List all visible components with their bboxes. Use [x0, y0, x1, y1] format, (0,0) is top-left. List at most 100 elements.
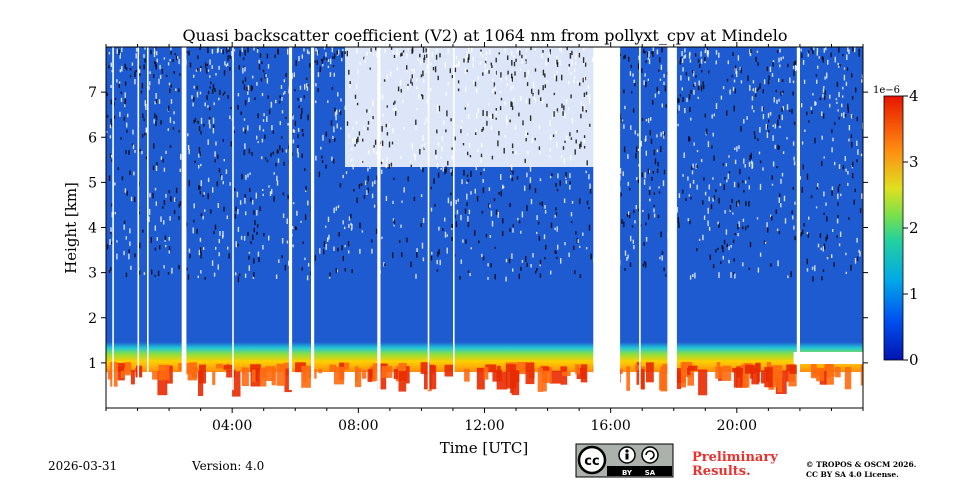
noise-dot [491, 220, 494, 227]
noise-dot [619, 168, 622, 174]
noise-dot [120, 97, 123, 102]
noise-dot [371, 248, 373, 254]
noise-dot [707, 141, 710, 148]
noise-dot [237, 209, 239, 215]
noise-dot [838, 243, 841, 247]
surface-cell [789, 365, 800, 374]
noise-dot [503, 147, 505, 154]
noise-dot [641, 172, 643, 178]
noise-dot [824, 90, 826, 95]
noise-dot [246, 87, 248, 92]
noise-dot [247, 231, 249, 236]
noise-dot [645, 135, 647, 141]
noise-dot [633, 210, 635, 214]
noise-dot [789, 109, 791, 112]
noise-dot [693, 83, 695, 87]
noise-dot [678, 98, 680, 103]
noise-dot [709, 254, 711, 260]
noise-dot [529, 115, 532, 121]
noise-dot [187, 133, 189, 137]
noise-dot [837, 193, 839, 200]
noise-dot [583, 48, 585, 51]
noise-dot [287, 194, 289, 200]
noise-dot [123, 116, 126, 122]
noise-dot [165, 193, 167, 198]
noise-dot [180, 153, 182, 160]
noise-dot [106, 114, 109, 118]
by-label: BY [622, 469, 633, 477]
noise-dot [793, 225, 795, 230]
noise-dot [713, 155, 715, 161]
noise-dot [715, 189, 717, 193]
noise-dot [510, 164, 513, 171]
noise-dot [656, 49, 659, 55]
noise-dot [303, 95, 305, 99]
noise-dot [253, 258, 255, 264]
noise-dot [743, 119, 745, 124]
noise-dot [793, 121, 796, 125]
noise-dot [554, 74, 556, 80]
noise-dot [247, 90, 249, 95]
noise-dot [372, 116, 374, 120]
noise-dot [346, 121, 349, 126]
noise-dot [400, 53, 402, 57]
noise-dot [149, 71, 151, 74]
noise-dot [708, 196, 710, 202]
noise-dot [763, 240, 766, 245]
noise-dot [426, 54, 428, 58]
noise-dot [657, 214, 660, 218]
y-tick-label-1: 1 [88, 356, 97, 372]
noise-dot [256, 231, 258, 235]
noise-dot [109, 239, 111, 245]
noise-dot [807, 233, 809, 238]
noise-dot [549, 134, 552, 141]
noise-dot [247, 47, 249, 53]
noise-dot [450, 168, 452, 173]
noise-dot [120, 91, 122, 94]
noise-dot [396, 67, 398, 71]
noise-dot [447, 82, 450, 86]
noise-dot [570, 94, 572, 99]
noise-dot [489, 113, 491, 118]
noise-dot [273, 196, 275, 202]
noise-dot [774, 123, 776, 129]
noise-dot [525, 55, 527, 58]
noise-dot [757, 62, 759, 66]
noise-dot [332, 56, 334, 59]
surface-cell [372, 363, 381, 381]
surface-cell [687, 367, 691, 376]
noise-dot [748, 161, 751, 167]
noise-dot [790, 271, 792, 278]
noise-dot [583, 76, 586, 82]
surface-cell [510, 368, 514, 393]
colorbar-tick-label-4: 4 [909, 87, 919, 105]
noise-dot [277, 150, 279, 154]
noise-dot [704, 50, 706, 54]
noise-dot [792, 215, 794, 220]
noise-dot [776, 166, 778, 169]
noise-dot [692, 70, 695, 77]
noise-dot [856, 237, 858, 243]
noise-dot [466, 193, 468, 200]
noise-dot [203, 123, 205, 127]
noise-dot [328, 276, 331, 279]
noise-dot [188, 149, 190, 155]
noise-dot [515, 151, 517, 155]
noise-dot [678, 105, 680, 111]
noise-dot [123, 220, 126, 224]
noise-dot [200, 117, 203, 124]
noise-dot [482, 187, 485, 194]
noise-dot [339, 110, 342, 116]
noise-dot [705, 48, 707, 52]
cc-license-badge[interactable]: cc BY SA [575, 443, 674, 478]
noise-dot [530, 47, 532, 51]
noise-dot [114, 211, 116, 215]
noise-dot [544, 257, 546, 260]
noise-dot [767, 80, 770, 85]
noise-dot [198, 165, 200, 169]
noise-dot [842, 95, 844, 98]
noise-dot [811, 266, 814, 270]
noise-dot [257, 113, 259, 119]
noise-dot [650, 138, 653, 144]
noise-dot [521, 260, 524, 263]
